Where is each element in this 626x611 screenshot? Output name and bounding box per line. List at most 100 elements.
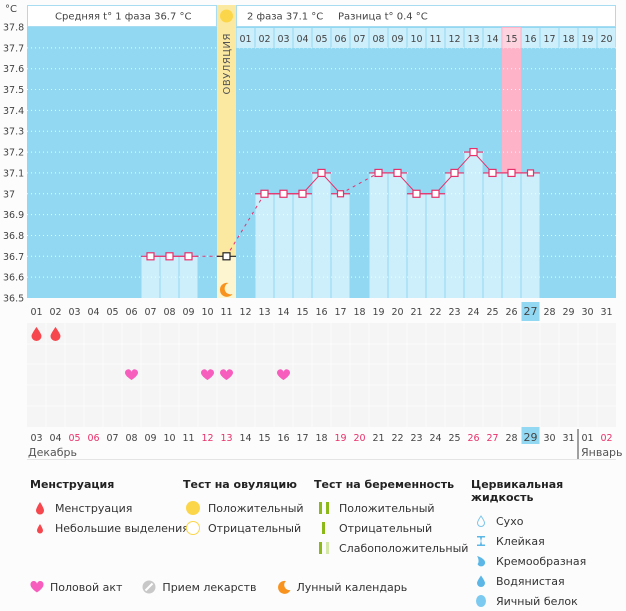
calendar-date-label: 18 <box>315 433 327 444</box>
pill-icon <box>142 580 156 594</box>
temperature-point <box>260 189 269 198</box>
phase2-day-label: 18 <box>562 34 574 45</box>
calendar-date-label: 31 <box>562 433 574 444</box>
temperature-point <box>317 168 326 178</box>
water-drop-icon <box>471 573 491 589</box>
heart-icon <box>30 581 44 593</box>
legend-item-watery: Водянистая <box>471 571 626 591</box>
cycle-day-label: 07 <box>144 307 156 318</box>
ovulation-column-low <box>217 256 236 298</box>
cycle-day-label: 11 <box>220 307 232 318</box>
calendar-date-label: 20 <box>353 433 365 444</box>
cycle-day-label: 26 <box>505 307 517 318</box>
phase2-day-label: 13 <box>467 34 479 45</box>
month-label-january: Январь <box>581 446 623 459</box>
phase2-day-label: 14 <box>486 34 498 45</box>
lunar-moon-icon <box>219 282 233 297</box>
calendar-date-label: 13 <box>220 433 232 444</box>
egg-icon <box>471 593 491 609</box>
temperature-point <box>184 252 193 261</box>
phase2-day-label: 05 <box>315 34 327 45</box>
y-tick-label: 36.6 <box>3 273 24 284</box>
cycle-day-label: 13 <box>258 307 270 318</box>
calendar-date-label: 16 <box>277 433 289 444</box>
legend-cervical: Цервикальная жидкость Сухо Клейкая Кремо… <box>471 478 626 611</box>
cycle-day-label: 08 <box>163 307 175 318</box>
phase2-day-label: 10 <box>410 34 422 45</box>
legend-item-ovulation-negative: Отрицательный <box>183 518 304 538</box>
legend-item-creamy: Кремообразная <box>471 551 626 571</box>
diff-label: Разница t° 0.4 °C <box>338 12 428 23</box>
phase2-day-label: 09 <box>391 34 403 45</box>
calendar-date-label: 25 <box>448 433 460 444</box>
menstruation-drop-icon <box>50 327 61 342</box>
calendar-date-label: 08 <box>125 433 137 444</box>
menstruation-drop-icon <box>31 327 42 342</box>
phase2-day-cell <box>483 28 502 48</box>
temperature-line-segment <box>340 172 379 195</box>
temperature-bar <box>483 172 502 298</box>
phase2-day-cell <box>502 28 521 48</box>
cycle-day-label: 12 <box>239 307 251 318</box>
hourglass-icon <box>471 533 491 549</box>
temperature-bar <box>464 152 483 298</box>
temperature-bar <box>388 172 407 298</box>
temperature-point <box>336 190 345 198</box>
temperature-point <box>469 147 478 157</box>
y-tick-label: 36.7 <box>3 252 24 263</box>
calendar-date-label: 02 <box>600 433 612 444</box>
legend-item-intercourse: Половой акт <box>30 580 122 594</box>
y-tick-label: 37.7 <box>3 43 24 54</box>
calendar-date-label: 01 <box>581 433 593 444</box>
calendar-date-label: 24 <box>429 433 441 444</box>
calendar-date-label: 10 <box>163 433 175 444</box>
y-tick-label: 37.2 <box>3 148 24 159</box>
phase2-day-cell <box>369 28 388 48</box>
cycle-day-label: 25 <box>486 307 498 318</box>
empty-drop-icon <box>471 513 491 529</box>
small-drop-icon <box>30 520 50 536</box>
phase2-day-cell <box>426 28 445 48</box>
y-tick-label: 37 <box>3 189 15 200</box>
phase2-header-box <box>236 5 616 27</box>
phase2-day-cell <box>293 28 312 48</box>
ovulation-column <box>217 5 236 257</box>
cycle-day-label: 05 <box>106 307 118 318</box>
y-tick-label: 36.5 <box>3 294 24 305</box>
temperature-bar <box>331 193 350 298</box>
legend-item-egg-white: Яичный белок <box>471 591 626 611</box>
cycle-day-label: 31 <box>600 307 612 318</box>
legend-bottom: Половой акт Прием лекарств Лунный календ… <box>30 580 427 594</box>
legend-item-pregnancy-negative: Отрицательный <box>314 518 468 538</box>
cycle-day-label: 27 <box>524 305 538 318</box>
phase2-day-cell <box>445 28 464 48</box>
phase2-day-cell <box>388 28 407 48</box>
phase2-day-cell <box>578 28 597 48</box>
events-grid <box>27 323 616 427</box>
cycle-day-label: 21 <box>410 307 422 318</box>
intercourse-heart-icon <box>124 369 139 380</box>
phase2-avg-label: 2 фаза 37.1 °C <box>247 12 323 23</box>
temperature-point <box>450 168 459 178</box>
phase2-day-label: 15 <box>505 34 517 45</box>
phase1-avg-label: Средняя t° 1 фаза 36.7 °C <box>55 12 192 23</box>
cycle-day-label: 22 <box>429 307 441 318</box>
phase2-day-label: 20 <box>600 34 612 45</box>
temperature-point <box>507 168 516 178</box>
phase2-day-label: 12 <box>448 34 460 45</box>
phase2-day-label: 16 <box>524 34 536 45</box>
legend-item-sticky: Клейкая <box>471 531 626 551</box>
calendar-date-label: 14 <box>239 433 251 444</box>
intercourse-heart-icon <box>219 369 234 380</box>
cycle-day-label: 28 <box>543 307 555 318</box>
temperature-point <box>374 168 383 178</box>
weak-bar-icon <box>314 540 334 556</box>
phase2-day-label: 01 <box>239 34 251 45</box>
calendar-date-label: 03 <box>30 433 42 444</box>
phase2-day-label: 07 <box>353 34 365 45</box>
cycle-day-label: 24 <box>467 307 479 318</box>
y-axis-unit: °C <box>5 4 17 15</box>
calendar-date-label: 30 <box>543 433 555 444</box>
filled-circle-icon <box>183 500 203 516</box>
temperature-bar <box>274 193 293 298</box>
